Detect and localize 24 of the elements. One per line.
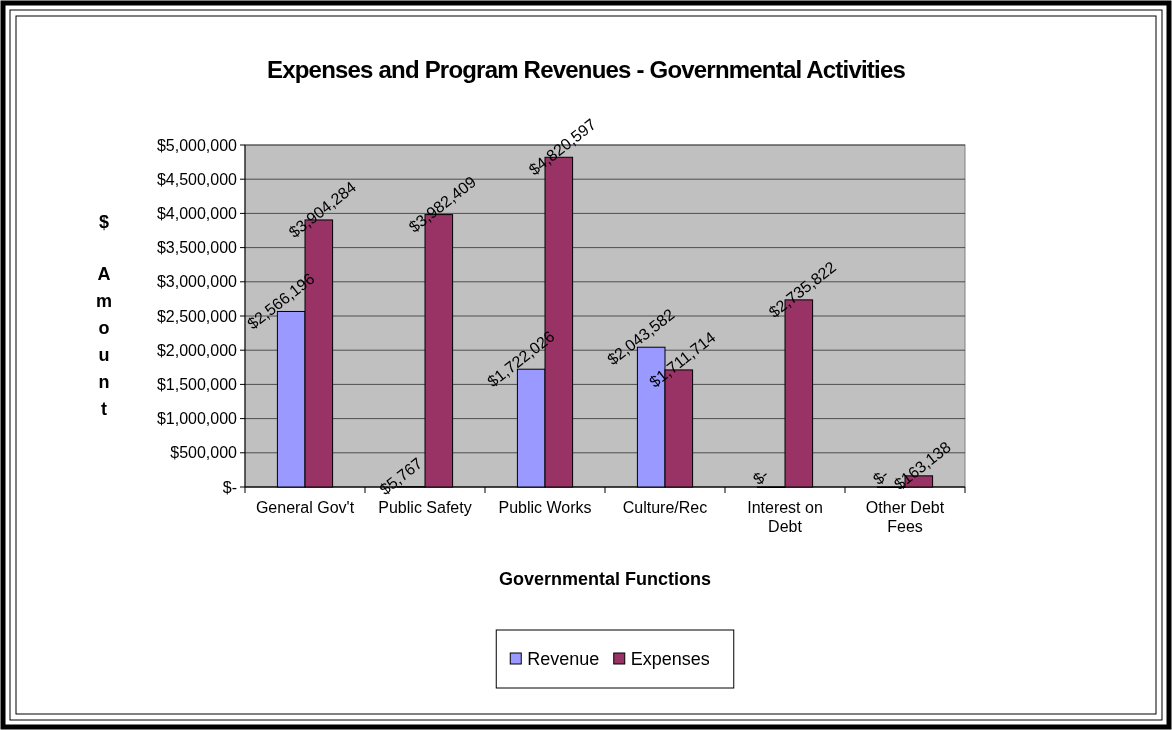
y-tick-label: $2,000,000 <box>156 341 238 359</box>
y-tick-label: $3,000,000 <box>156 273 238 291</box>
legend-label: Expenses <box>630 649 710 670</box>
y-tick-label: $500,000 <box>170 444 238 462</box>
x-tick-label: General Gov't <box>255 499 355 516</box>
data-label: $- <box>749 465 772 488</box>
y-tick-label: $4,500,000 <box>156 170 238 188</box>
x-tick-label: Public Safety <box>378 499 472 516</box>
text: $ Amount <box>95 212 113 419</box>
y-tick-label: $1,000,000 <box>156 410 238 428</box>
x-tick-label: Public Works <box>498 499 592 516</box>
x-axis-title: Governmental Functions <box>498 569 712 589</box>
legend-label: Revenue <box>527 649 600 670</box>
y-tick-label: $5,000,000 <box>156 136 238 154</box>
x-tick-label: Other Debt Fees <box>865 499 945 535</box>
chart-title: Expenses and Program Revenues - Governmental Activities <box>266 56 906 83</box>
data-label: $- <box>869 465 892 488</box>
x-tick-label: Interest on Debt <box>747 499 823 535</box>
y-tick-label: $4,000,000 <box>156 205 238 222</box>
y-tick-label: $2,500,000 <box>156 307 238 325</box>
y-tick-label: $1,500,000 <box>156 376 238 393</box>
y-tick-label: $- <box>222 478 237 496</box>
y-tick-label: $3,500,000 <box>156 239 238 257</box>
x-tick-label: Culture/Rec <box>622 499 708 516</box>
